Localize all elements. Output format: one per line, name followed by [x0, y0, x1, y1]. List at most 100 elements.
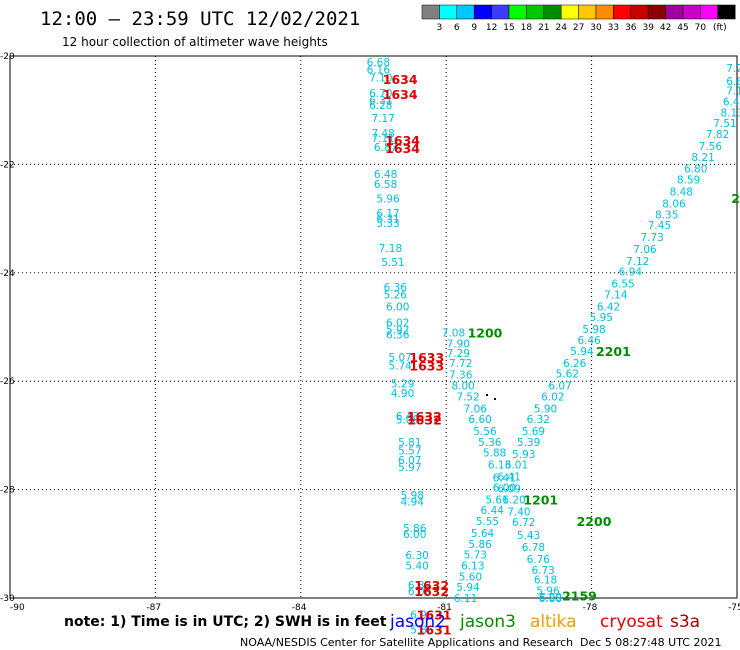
- colorbar-swatch: [717, 4, 736, 20]
- swh-point: 6.44: [481, 505, 505, 517]
- swh-point: 8.13: [720, 107, 740, 119]
- pass-time-label: 220: [731, 191, 740, 206]
- colorbar-label: 24: [555, 23, 567, 33]
- colorbar-swatch: [439, 4, 458, 20]
- y-tick-label: -24: [0, 269, 15, 279]
- colorbar-swatch: [491, 4, 510, 20]
- swh-point: 7.51: [713, 118, 736, 130]
- plot-frame: [9, 55, 738, 599]
- swh-point: 5.73: [464, 550, 487, 562]
- swh-point: 6.31: [369, 95, 392, 107]
- swh-point: 5.94: [570, 346, 594, 358]
- satellite-s3a: s3a: [670, 612, 700, 632]
- track-middle: 7.087.907.297.727.368.007.527.066.605.56…: [442, 327, 562, 605]
- pass-time-labels: 1634163416341634163316331632163216321632…: [383, 72, 740, 638]
- swh-point: 5.39: [517, 437, 540, 449]
- swh-point: 5.57: [398, 446, 421, 458]
- swh-point: 6.6: [726, 76, 740, 88]
- swh-point: 6.70: [369, 88, 392, 100]
- swh-point: 7.29: [447, 348, 470, 360]
- swh-point: 7.12: [626, 256, 649, 268]
- swh-point: 6.94: [619, 267, 643, 279]
- y-tick-label: -22: [0, 160, 15, 170]
- stray-marks: [486, 394, 496, 400]
- pass-time-label: 1632: [407, 413, 442, 428]
- swh-point: 6.88: [539, 593, 562, 605]
- satellite-jason2: jason2: [389, 612, 446, 632]
- footer-note: note: 1) Time is in UTC; 2) SWH is in fe…: [64, 614, 387, 630]
- swh-point: 5.92: [386, 325, 409, 337]
- swh-point: 5.97: [398, 462, 421, 474]
- swh-point: 6.07: [548, 381, 571, 393]
- swh-point: 6.96: [410, 609, 434, 621]
- colorbar-label: 27: [573, 23, 584, 33]
- swh-point: 8.06: [662, 198, 686, 210]
- pass-time-label: 1631: [417, 622, 452, 637]
- swh-point: 6.43: [396, 411, 419, 423]
- swh-values: 6.686.167.106.706.316.287.177.487.116.87…: [367, 57, 740, 636]
- swh-point: 6.42: [597, 301, 620, 313]
- colorbar-label: 70: [695, 23, 707, 33]
- satellite-jason3: jason3: [459, 612, 516, 632]
- swh-point: 6.73: [531, 565, 554, 577]
- swh-point: 5.36: [478, 437, 502, 449]
- swh-point: 5.56: [473, 426, 497, 438]
- swh-point: 5.74: [388, 360, 412, 372]
- axis-ticks: -90 -87 -84 -81 -78 -75 -20 -22 -24 -26 -28 -30: [0, 52, 740, 613]
- swh-point: 5.29: [391, 378, 414, 390]
- swh-point: 5.64: [471, 528, 495, 540]
- colorbar-swatch: [647, 4, 666, 20]
- swh-point: 5.08: [396, 415, 419, 427]
- colorbar-label: 39: [642, 23, 654, 33]
- swh-point: 7.06: [464, 403, 488, 415]
- swh-point: 7.73: [640, 232, 663, 244]
- y-tick-label: -26: [0, 377, 15, 387]
- colorbar-label: 6: [454, 23, 460, 33]
- swh-point: 6.31: [376, 214, 399, 226]
- swh-point: 5.43: [517, 530, 540, 542]
- footer-credit: NOAA/NESDIS Center for Satellite Applica…: [240, 636, 573, 649]
- swh-point: 7.40: [507, 506, 530, 518]
- swh-point: 7.56: [699, 141, 723, 153]
- swh-point: 6.01: [505, 460, 528, 472]
- swh-point: 5.96: [376, 194, 400, 206]
- swh-point: 5.60: [459, 571, 482, 583]
- pass-time-label: 1634: [383, 72, 418, 87]
- swh-point: 6.11: [454, 593, 477, 605]
- swh-point: 7.82: [706, 129, 729, 141]
- swh-point: 5.88: [483, 448, 506, 460]
- swh-point: 7.45: [648, 220, 671, 232]
- swh-point: 6.17: [376, 208, 399, 220]
- satellite-cryosat: cryosat: [600, 612, 663, 632]
- chart-subtitle: 12 hour collection of altimeter wave hei…: [62, 35, 328, 49]
- swh-point: 6.48: [374, 169, 397, 181]
- colorbar-label: 45: [677, 23, 688, 33]
- y-tick-label: -28: [0, 486, 15, 496]
- color-scale-legend: 3 6 9 12 15 18 21 24 27 30 33 36 39 42 45 70 (ft): [421, 4, 736, 33]
- colorbar-label: 18: [521, 23, 533, 33]
- pass-time-label: 1632: [407, 409, 442, 424]
- pass-time-label: 1634: [385, 141, 420, 156]
- swh-point: 5.86: [403, 523, 427, 535]
- colorbar-label: 36: [625, 23, 637, 33]
- swh-point: 7.36: [449, 370, 473, 382]
- swh-point: 6.00: [386, 301, 409, 313]
- swh-point: 7.90: [447, 338, 470, 350]
- swh-point: 6.41: [498, 472, 521, 484]
- swh-point: 8.59: [677, 175, 700, 187]
- swh-point: 4.90: [391, 388, 414, 400]
- pass-time-label: 2200: [577, 514, 612, 529]
- swh-point: 6.13: [488, 460, 511, 472]
- swh-point: 6.80: [684, 164, 707, 176]
- swh-point: 5.86: [410, 624, 434, 636]
- colorbar-label: 42: [660, 23, 671, 33]
- pass-time-label: 2201: [596, 344, 631, 359]
- swh-point: 7.72: [449, 358, 472, 370]
- swh-point: 6.02: [541, 391, 564, 403]
- swh-point: 5.98: [401, 490, 424, 502]
- swh-point: 6.07: [398, 455, 421, 467]
- colorbar-unit: (ft): [713, 23, 727, 33]
- swh-point: 6.48: [723, 97, 740, 109]
- colorbar-label: 12: [486, 23, 497, 33]
